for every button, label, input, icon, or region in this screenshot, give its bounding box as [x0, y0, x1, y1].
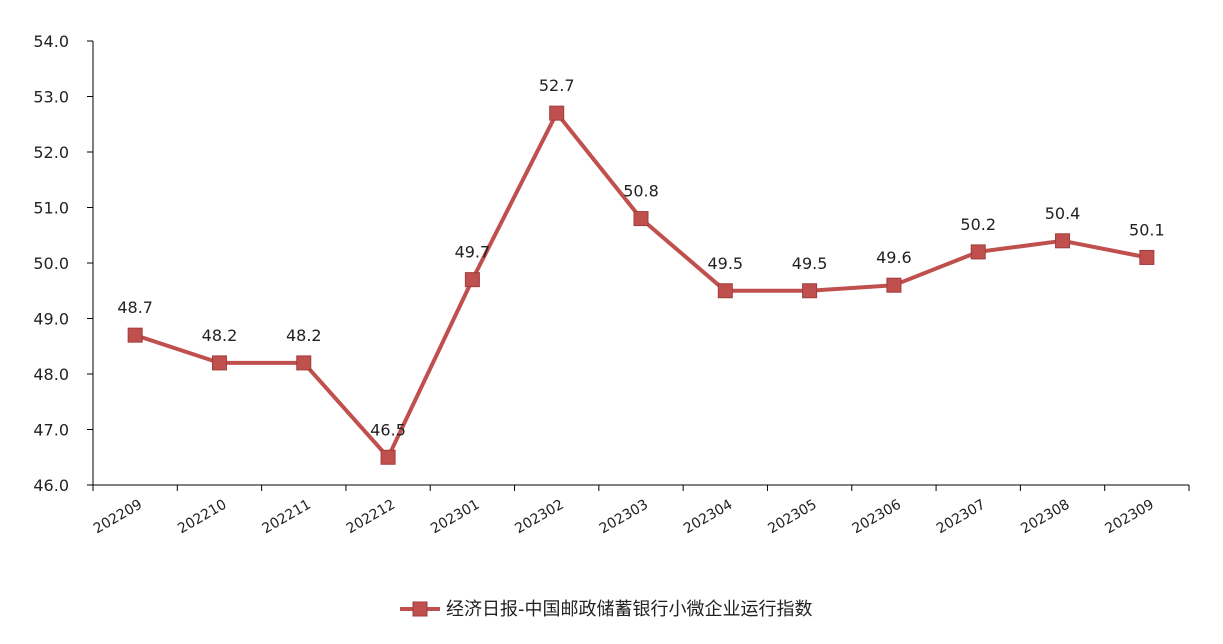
x-tick-label: 202303 — [597, 497, 651, 538]
data-point-marker — [380, 449, 396, 465]
x-tick-label: 202302 — [512, 497, 566, 538]
x-tick-label: 202212 — [344, 497, 398, 538]
x-tick-label: 202304 — [681, 497, 735, 538]
data-label: 46.5 — [370, 420, 406, 439]
data-label: 50.2 — [960, 215, 996, 234]
y-tick-label: 48.0 — [33, 365, 69, 384]
data-point-marker — [549, 105, 565, 121]
x-tick-label: 202305 — [765, 497, 819, 538]
data-label: 49.5 — [707, 254, 743, 273]
data-label: 50.4 — [1045, 204, 1081, 223]
data-point-marker — [464, 272, 480, 288]
y-tick-label: 47.0 — [33, 421, 69, 440]
data-label: 49.6 — [876, 248, 912, 267]
y-tick-label: 54.0 — [33, 32, 69, 51]
axes — [92, 41, 1189, 486]
data-point-marker — [633, 211, 649, 227]
data-point-marker — [886, 277, 902, 293]
data-label: 50.8 — [623, 182, 659, 201]
x-tick-label: 202308 — [1018, 497, 1072, 538]
x-tick-label: 202211 — [259, 497, 313, 538]
y-tick-label: 49.0 — [33, 310, 69, 329]
series-line — [134, 111, 1148, 460]
data-label: 49.5 — [792, 254, 828, 273]
data-point-marker — [717, 283, 733, 299]
data-label: 48.7 — [117, 298, 153, 317]
y-tick-label: 53.0 — [33, 88, 69, 107]
data-label: 48.2 — [202, 326, 238, 345]
data-point-marker — [296, 355, 312, 371]
data-point-marker — [802, 283, 818, 299]
x-tick-label: 202309 — [1103, 497, 1157, 538]
y-tick-label: 52.0 — [33, 143, 69, 162]
data-label: 52.7 — [539, 76, 575, 95]
series-layer — [127, 105, 1155, 465]
y-axis-ticks: 46.0 47.0 48.0 49.0 50.0 51.0 52.0 53.0 54.0 — [33, 32, 93, 495]
x-axis-ticks: 202209 202210 202211 202212 202301 202302 2023… — [91, 485, 1190, 538]
y-tick-label: 46.0 — [33, 476, 69, 495]
data-labels-layer: 48.7 48.2 48.2 46.5 49.7 52.7 50.8 49.5 49.5 49.6… — [117, 76, 1164, 439]
x-tick-label: 202307 — [934, 497, 988, 538]
data-point-marker — [1139, 249, 1155, 265]
data-label: 50.1 — [1129, 220, 1165, 239]
data-point-marker — [211, 355, 227, 371]
data-label: 48.2 — [286, 326, 322, 345]
x-tick-label: 202209 — [91, 497, 145, 538]
data-point-marker — [970, 244, 986, 260]
legend-marker-icon — [412, 601, 428, 617]
data-point-marker — [1055, 233, 1071, 249]
data-point-marker — [127, 327, 143, 343]
y-tick-label: 50.0 — [33, 254, 69, 273]
x-tick-label: 202306 — [850, 497, 904, 538]
data-label: 49.7 — [455, 243, 491, 262]
legend-label: 经济日报-中国邮政储蓄银行小微企业运行指数 — [446, 599, 813, 620]
legend: 经济日报-中国邮政储蓄银行小微企业运行指数 — [400, 599, 813, 620]
y-tick-label: 51.0 — [33, 199, 69, 218]
x-tick-label: 202210 — [175, 497, 229, 538]
x-tick-label: 202301 — [428, 497, 482, 538]
